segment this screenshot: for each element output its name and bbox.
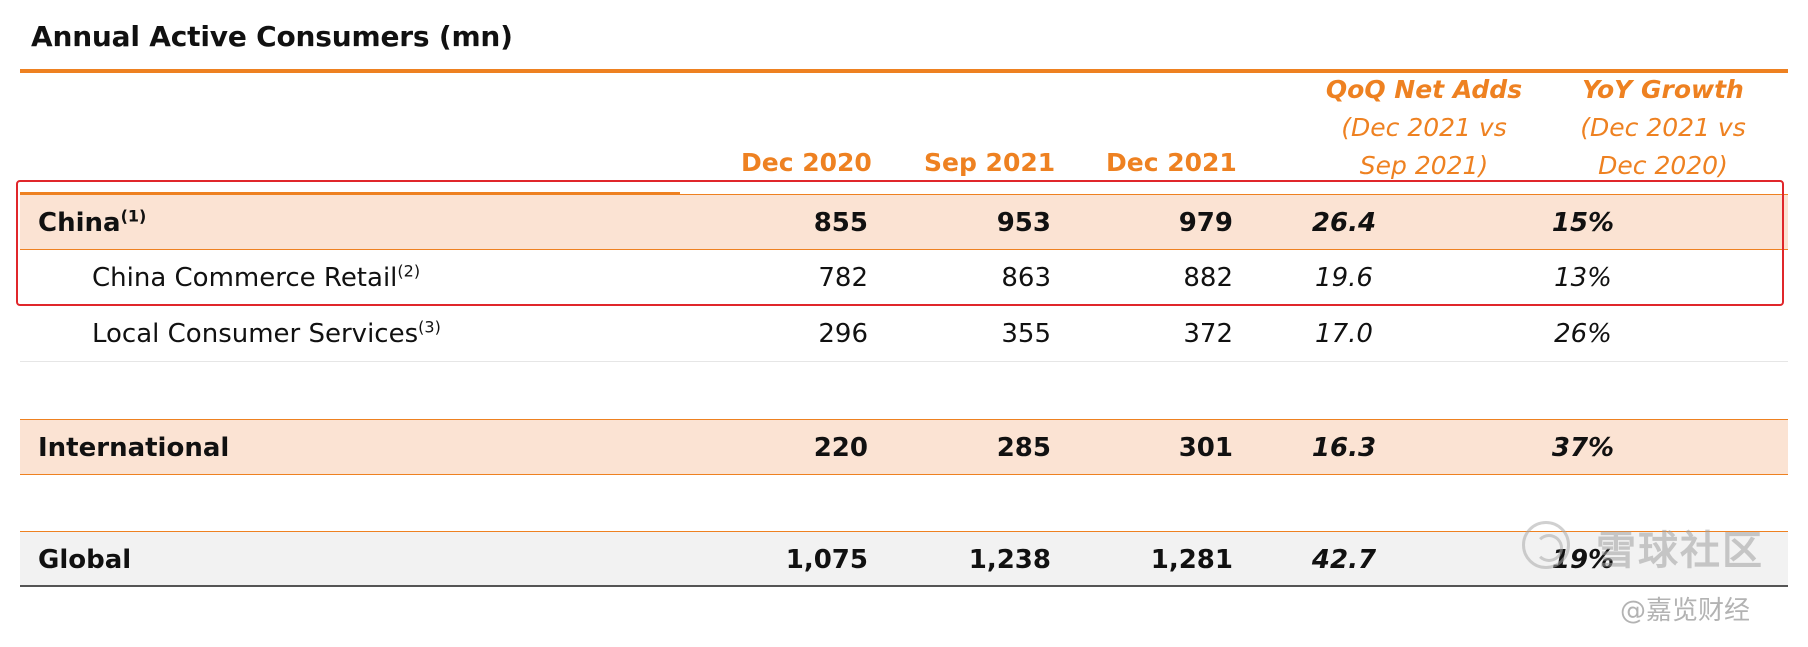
header-yoy-title: YoY Growth [1582, 75, 1744, 104]
header-yoy-sub1: (Dec 2021 vs [1580, 113, 1746, 142]
cell-yoy: 26% [1554, 319, 1612, 349]
row-label: China(1) [38, 195, 146, 251]
cell-qoq: 19.6 [1315, 263, 1373, 293]
cell-sep-2021: 863 [1001, 263, 1051, 293]
header-dec-2021: Dec 2021 [1106, 148, 1237, 177]
cell-sep-2021: 953 [996, 208, 1051, 238]
table-row-china: China(1) 855 953 979 26.4 15% [20, 194, 1788, 250]
footnote-marker: (1) [120, 206, 147, 226]
footnote-marker: (2) [397, 261, 421, 281]
cell-yoy: 13% [1554, 263, 1612, 293]
row-label: Global [38, 545, 132, 575]
cell-dec-2020: 855 [813, 208, 868, 238]
cell-dec-2020: 296 [818, 319, 868, 349]
cell-dec-2020: 782 [818, 263, 868, 293]
cell-dec-2021: 979 [1178, 208, 1233, 238]
row-label-text: China [38, 208, 121, 238]
header-qoq-title: QoQ Net Adds [1325, 75, 1523, 104]
cell-dec-2020: 1,075 [785, 545, 868, 575]
cell-dec-2021: 372 [1183, 319, 1233, 349]
cell-qoq: 26.4 [1311, 208, 1377, 238]
cell-sep-2021: 285 [996, 433, 1051, 463]
cell-qoq: 17.0 [1315, 319, 1373, 349]
cell-yoy: 37% [1551, 433, 1615, 463]
row-label: China Commerce Retail(2) [92, 250, 420, 306]
xueqiu-logo-icon [1522, 521, 1570, 569]
cell-qoq: 16.3 [1311, 433, 1377, 463]
header-divider [20, 192, 680, 194]
table-row-china-commerce-retail: China Commerce Retail(2) 782 863 882 19.… [20, 250, 1788, 306]
table-title: Annual Active Consumers (mn) [31, 20, 513, 53]
row-label-text: Local Consumer Services [92, 319, 419, 349]
cell-dec-2020: 220 [813, 433, 868, 463]
cell-sep-2021: 355 [1001, 319, 1051, 349]
cell-yoy: 15% [1551, 208, 1615, 238]
table-row-global: Global 1,075 1,238 1,281 42.7 19% [20, 531, 1788, 587]
header-dec-2020: Dec 2020 [741, 148, 872, 177]
footnote-marker: (3) [418, 317, 441, 337]
header-yoy: YoY Growth (Dec 2021 vs Dec 2020) [1543, 71, 1783, 185]
header-yoy-sub2: Dec 2020) [1598, 151, 1728, 180]
table-row-local-consumer-services: Local Consumer Services(3) 296 355 372 1… [20, 306, 1788, 362]
row-label-text: China Commerce Retail [92, 263, 398, 293]
cell-sep-2021: 1,238 [968, 545, 1051, 575]
watermark-brand: 雪球社区 [1596, 528, 1764, 574]
cell-dec-2021: 1,281 [1150, 545, 1233, 575]
header-qoq: QoQ Net Adds (Dec 2021 vs Sep 2021) [1304, 71, 1544, 185]
title-divider [20, 69, 1788, 73]
header-sep-2021: Sep 2021 [924, 148, 1056, 177]
row-label: International [38, 433, 230, 463]
header-qoq-sub1: (Dec 2021 vs [1341, 113, 1507, 142]
cell-qoq: 42.7 [1311, 545, 1377, 575]
header-qoq-sub2: Sep 2021) [1359, 151, 1489, 180]
cell-dec-2021: 882 [1183, 263, 1233, 293]
row-label: Local Consumer Services(3) [92, 306, 441, 362]
cell-dec-2021: 301 [1178, 433, 1233, 463]
table-row-international: International 220 285 301 16.3 37% [20, 419, 1788, 475]
watermark-handle: @嘉览财经 [1620, 596, 1751, 626]
